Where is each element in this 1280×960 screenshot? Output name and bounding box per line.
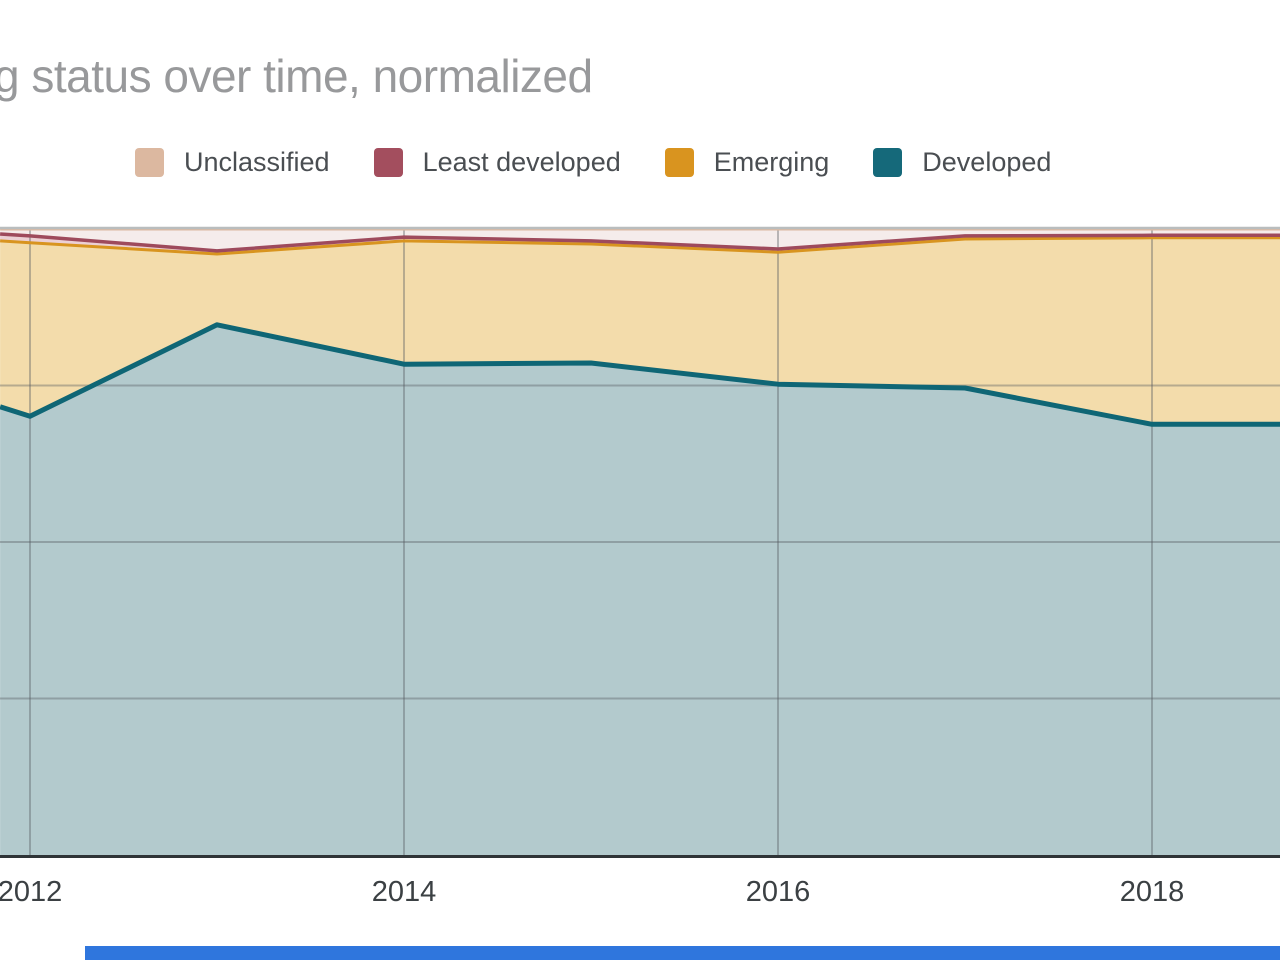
x-tick-label: 2014 — [371, 876, 437, 908]
legend-label: Unclassified — [184, 147, 330, 177]
legend-swatch-least-developed — [373, 148, 403, 177]
legend-label: Least developed — [422, 147, 621, 177]
legend: Unclassified Least developed Emerging De… — [135, 147, 1051, 178]
legend-item-unclassified: Unclassified — [135, 147, 330, 178]
chart-title: g status over time, normalized — [0, 50, 593, 102]
x-tick-label: 2012 — [0, 876, 63, 908]
legend-label: Emerging — [713, 147, 830, 177]
legend-item-developed: Developed — [873, 147, 1051, 178]
x-tick-label: 2018 — [1119, 876, 1185, 908]
legend-item-emerging: Emerging — [664, 147, 830, 178]
legend-swatch-unclassified — [135, 148, 164, 177]
legend-swatch-developed — [873, 148, 903, 177]
x-tick-label: 2016 — [745, 876, 811, 908]
legend-swatch-emerging — [664, 148, 694, 177]
legend-item-least-developed: Least developed — [373, 147, 621, 178]
legend-label: Developed — [922, 147, 1052, 177]
horizontal-scrollbar-thumb[interactable] — [85, 946, 1280, 960]
